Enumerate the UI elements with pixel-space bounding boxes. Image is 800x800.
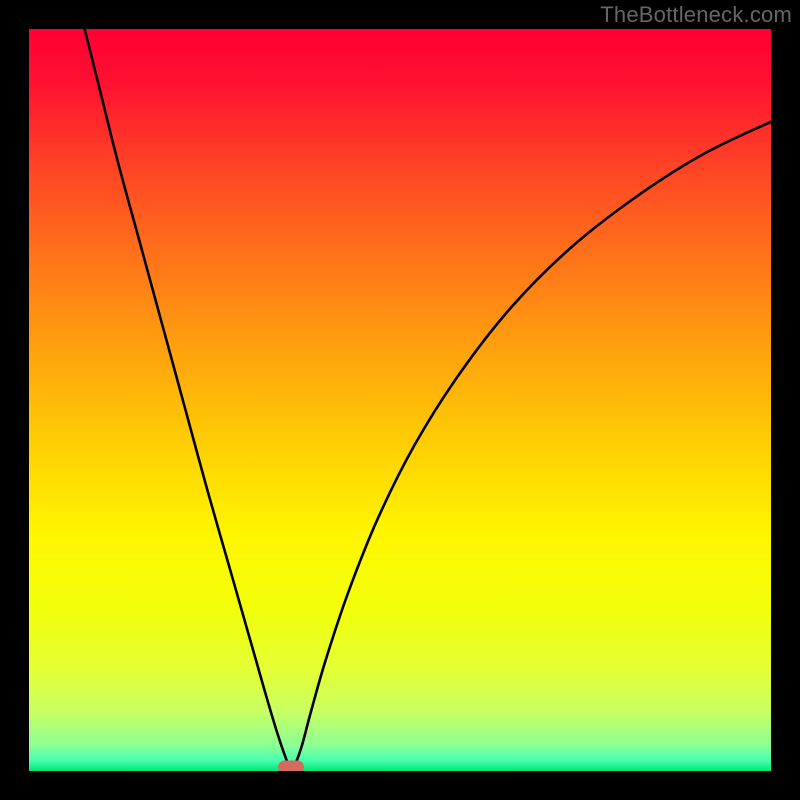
bottleneck-curve bbox=[29, 29, 771, 771]
watermark-text: TheBottleneck.com bbox=[600, 2, 792, 28]
plot-area bbox=[29, 29, 771, 771]
optimum-marker bbox=[278, 760, 304, 771]
chart-frame: TheBottleneck.com bbox=[0, 0, 800, 800]
